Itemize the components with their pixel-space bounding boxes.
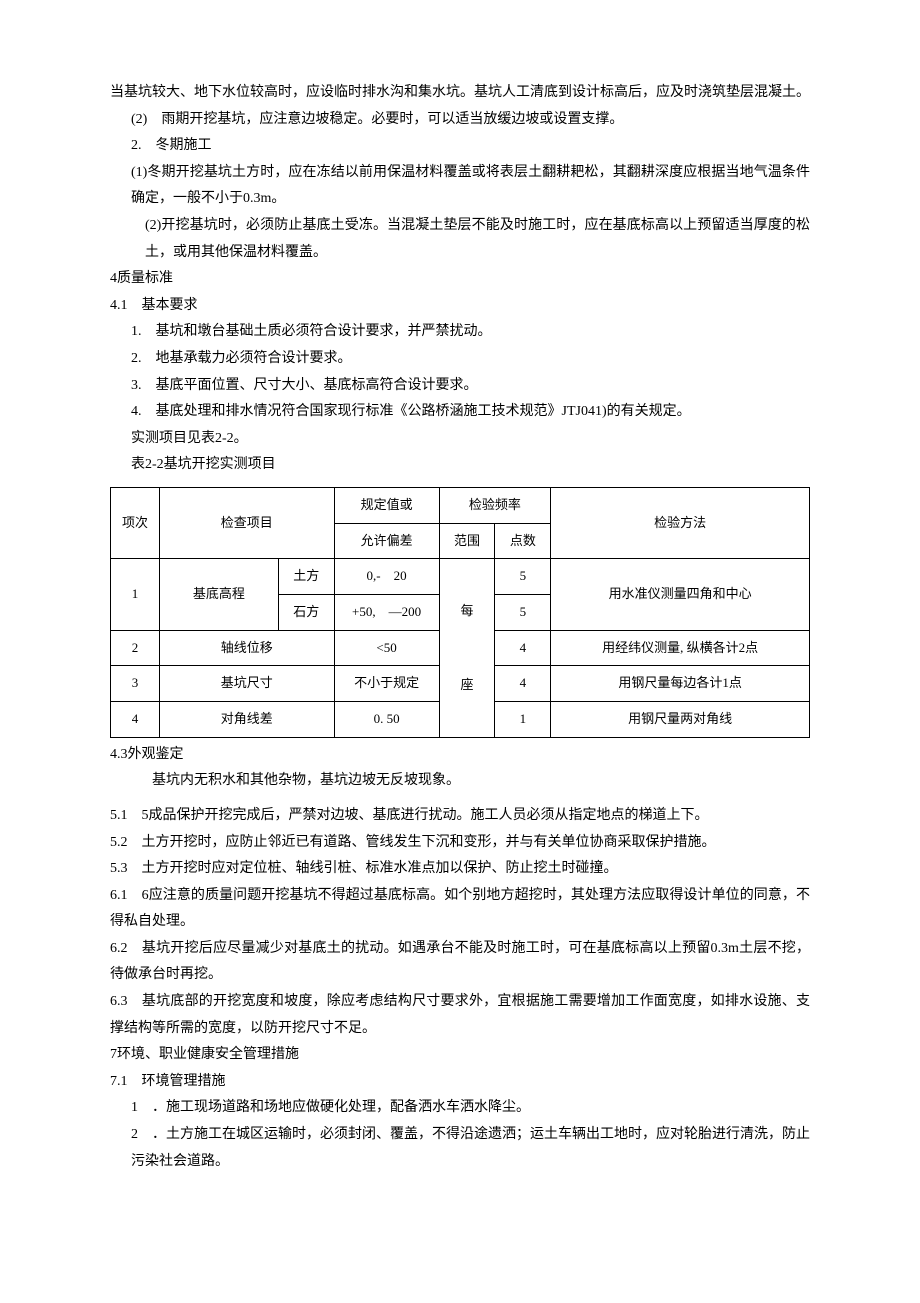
cell: 轴线位移 — [159, 630, 334, 666]
cell: +50, —200 — [334, 594, 439, 630]
cell: 用水准仪测量四角和中心 — [551, 559, 810, 630]
heading-6-3: 6.3 基坑底部的开挖宽度和坡度，除应考虑结构尺寸要求外，宜根据施工需要增加工作… — [110, 989, 810, 1042]
paragraph: 实测项目见表2-2。 — [110, 426, 810, 453]
th-freq: 检验频率 — [439, 487, 551, 523]
cell: 不小于规定 — [334, 666, 439, 702]
cell: 用经纬仪测量, 纵横各计2点 — [551, 630, 810, 666]
paragraph: (1)冬期开挖基坑土方时，应在冻结以前用保温材料覆盖或将表层土翻耕耙松，其翻耕深… — [110, 160, 810, 213]
heading-4-1: 4.1 基本要求 — [110, 293, 810, 320]
cell: 1 — [495, 702, 551, 738]
heading-6-1: 6.1 6应注意的质量问题开挖基坑不得超过基底标高。如个别地方超挖时，其处理方法… — [110, 883, 810, 936]
th-value: 规定值或 — [334, 487, 439, 523]
th-scope: 范围 — [439, 523, 495, 559]
heading-7-1: 7.1 环境管理措施 — [110, 1069, 810, 1096]
cell: 用钢尺量每边各计1点 — [551, 666, 810, 702]
cell: 对角线差 — [159, 702, 334, 738]
cell: 3 — [111, 666, 160, 702]
cell: 土方 — [278, 559, 334, 595]
cell: 基坑尺寸 — [159, 666, 334, 702]
cell: 0,- 20 — [334, 559, 439, 595]
heading-7: 7环境、职业健康安全管理措施 — [110, 1042, 810, 1069]
list-item: 4. 基底处理和排水情况符合国家现行标准《公路桥涵施工技术规范》JTJ041)的… — [110, 399, 810, 426]
cell: 石方 — [278, 594, 334, 630]
cell: 5 — [495, 594, 551, 630]
th-method: 检验方法 — [551, 487, 810, 558]
cell: 基底高程 — [159, 559, 278, 630]
paragraph: 当基坑较大、地下水位较高时，应设临时排水沟和集水坑。基坑人工清底到设计标高后，应… — [110, 80, 810, 107]
th-pts: 点数 — [495, 523, 551, 559]
th-value2: 允许偏差 — [334, 523, 439, 559]
table-row: 1 基底高程 土方 0,- 20 每座 5 用水准仪测量四角和中心 — [111, 559, 810, 595]
list-item: 3. 基底平面位置、尺寸大小、基底标高符合设计要求。 — [110, 373, 810, 400]
list-item: 2. 地基承载力必须符合设计要求。 — [110, 346, 810, 373]
cell: 4 — [495, 630, 551, 666]
heading-5-1: 5.1 5成品保护开挖完成后，严禁对边坡、基底进行扰动。施工人员必须从指定地点的… — [110, 803, 810, 830]
cell-text: 每 — [460, 603, 473, 618]
heading-5-3: 5.3 土方开挖时应对定位桩、轴线引桩、标准水准点加以保护、防止挖土时碰撞。 — [110, 856, 810, 883]
heading-4-3: 4.3外观鉴定 — [110, 742, 810, 769]
cell: 1 — [111, 559, 160, 630]
heading-5-2: 5.2 土方开挖时，应防止邻近已有道路、管线发生下沉和变形，并与有关单位协商采取… — [110, 830, 810, 857]
paragraph: 2. 冬期施工 — [110, 133, 810, 160]
list-item: 2 ．土方施工在城区运输时，必须封闭、覆盖，不得沿途遗洒；运土车辆出工地时，应对… — [110, 1122, 810, 1175]
cell: <50 — [334, 630, 439, 666]
cell: 用钢尺量两对角线 — [551, 702, 810, 738]
measurement-table: 项次 检查项目 规定值或 检验频率 检验方法 允许偏差 范围 点数 1 基底高程… — [110, 487, 810, 738]
cell: 4 — [495, 666, 551, 702]
cell: 5 — [495, 559, 551, 595]
table-caption: 表2-2基坑开挖实测项目 — [110, 452, 810, 479]
cell: 2 — [111, 630, 160, 666]
heading-4: 4质量标准 — [110, 266, 810, 293]
cell: 4 — [111, 702, 160, 738]
cell-scope: 每座 — [439, 559, 495, 737]
th-check: 检查项目 — [159, 487, 334, 558]
paragraph: (2)开挖基坑时，必须防止基底土受冻。当混凝土垫层不能及时施工时，应在基底标高以… — [110, 213, 810, 266]
table-header-row: 项次 检查项目 规定值或 检验频率 检验方法 — [111, 487, 810, 523]
heading-6-2: 6.2 基坑开挖后应尽量减少对基底土的扰动。如遇承台不能及时施工时，可在基底标高… — [110, 936, 810, 989]
paragraph: 基坑内无积水和其他杂物，基坑边坡无反坡现象。 — [110, 768, 810, 795]
cell-text: 座 — [460, 677, 473, 692]
cell: 0. 50 — [334, 702, 439, 738]
th-item: 项次 — [111, 487, 160, 558]
paragraph: (2) 雨期开挖基坑，应注意边坡稳定。必要时，可以适当放缓边坡或设置支撑。 — [110, 107, 810, 134]
list-item: 1 ．施工现场道路和场地应做硬化处理，配备洒水车洒水降尘。 — [110, 1095, 810, 1122]
list-item: 1. 基坑和墩台基础土质必须符合设计要求，并严禁扰动。 — [110, 319, 810, 346]
